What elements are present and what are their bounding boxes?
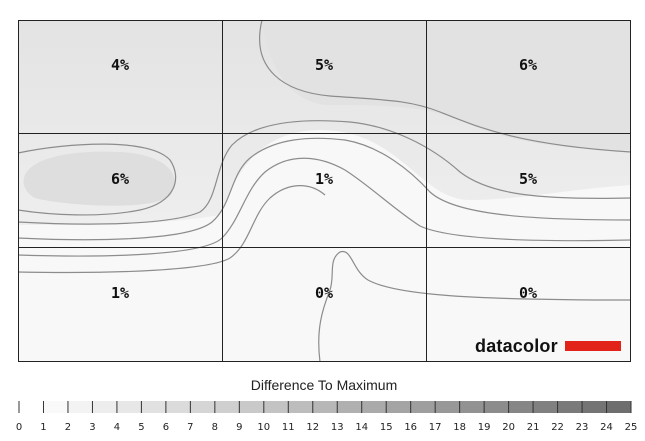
scale-swatch: [67, 401, 93, 413]
scale-tick-label: 5: [138, 422, 144, 433]
scale-bar: [18, 401, 632, 413]
scale-swatch: [533, 401, 558, 413]
scale-swatch: [116, 401, 142, 413]
grid: [18, 20, 631, 362]
scale-swatch: [557, 401, 583, 413]
scale-tick-label: 18: [453, 422, 466, 433]
scale-swatch: [165, 401, 191, 413]
scale-tick-label: 13: [331, 422, 344, 433]
datacolor-logo: datacolor: [475, 336, 621, 356]
scale-tick-label: 15: [380, 422, 393, 433]
scale-swatch: [386, 401, 411, 413]
contour-lines: [17, 19, 632, 363]
scale-swatch: [435, 401, 460, 413]
scale-tick-label: 23: [576, 422, 589, 433]
scale-swatch: [43, 401, 68, 413]
contour-line: [17, 137, 632, 241]
contour-line: [318, 251, 632, 363]
contour-line: [17, 120, 632, 225]
cell-labels: 4% 5% 6% 6% 1% 5% 1% 0% 0%: [111, 56, 537, 302]
scale-tick-label: 14: [355, 422, 368, 433]
scale-tick-label: 16: [404, 422, 417, 433]
scale-tick-label: 24: [600, 422, 613, 433]
scale-swatch: [337, 401, 362, 413]
scale-tick-label: 12: [306, 422, 319, 433]
heatmap-shading: [18, 20, 631, 362]
cell-label-r2c2: 0%: [519, 284, 537, 302]
scale-tick-label: 17: [429, 422, 442, 433]
scale-tick-label: 21: [527, 422, 540, 433]
contour-line: [259, 19, 632, 153]
cell-label-r1c0: 6%: [111, 170, 129, 188]
scale-tick-label: 20: [502, 422, 515, 433]
scale-swatch: [361, 401, 387, 413]
scale-tick-label: 3: [89, 422, 95, 433]
scale-tick-label: 0: [16, 422, 22, 433]
scale-tick-label: 19: [478, 422, 491, 433]
scale-tick-label: 9: [236, 422, 242, 433]
cell-label-r1c1: 1%: [315, 170, 333, 188]
scale-tick-label: 25: [625, 422, 638, 433]
scale-tick-label: 22: [551, 422, 564, 433]
scale-swatch: [582, 401, 607, 413]
scale-swatch: [484, 401, 509, 413]
scale-swatch: [459, 401, 485, 413]
cell-label-r1c2: 5%: [519, 170, 537, 188]
brand-bar: [565, 341, 621, 351]
scale-swatch: [410, 401, 436, 413]
cell-label-r2c0: 1%: [111, 284, 129, 302]
brand-wordmark: datacolor: [475, 336, 558, 356]
contour-line: [17, 185, 326, 274]
scale-swatch: [214, 401, 240, 413]
scale-swatch: [190, 401, 215, 413]
scale-swatch: [263, 401, 289, 413]
scale-swatch: [288, 401, 313, 413]
scale-tick-label: 2: [65, 422, 71, 433]
cell-label-r2c1: 0%: [315, 284, 333, 302]
scale-swatch: [508, 401, 534, 413]
cell-label-r0c0: 4%: [111, 56, 129, 74]
scale-swatch: [312, 401, 338, 413]
scale-swatch: [19, 401, 44, 413]
scale-swatch: [92, 401, 117, 413]
scale-tick-label: 8: [212, 422, 218, 433]
scale-swatch: [141, 401, 166, 413]
contour-line: [17, 157, 632, 257]
scale-tick-label: 7: [187, 422, 193, 433]
scale-tick-label: 4: [114, 422, 120, 433]
scale-title: Difference To Maximum: [251, 377, 398, 393]
scale-swatch: [239, 401, 264, 413]
scale-tick-label: 6: [163, 422, 169, 433]
contour-line: [17, 143, 177, 216]
scale-tick-label: 11: [282, 422, 295, 433]
cell-label-r0c2: 6%: [519, 56, 537, 74]
scale-tick-labels: 0 1 2 3 4 5 6 7 8 9 10 11 12 13 14 15 16 17 18 19 20 21 22 23 24…: [16, 422, 638, 433]
scale-swatch: [606, 401, 631, 413]
scale-tick-label: 1: [40, 422, 46, 433]
cell-label-r0c1: 5%: [315, 56, 333, 74]
scale-tick-label: 10: [257, 422, 270, 433]
